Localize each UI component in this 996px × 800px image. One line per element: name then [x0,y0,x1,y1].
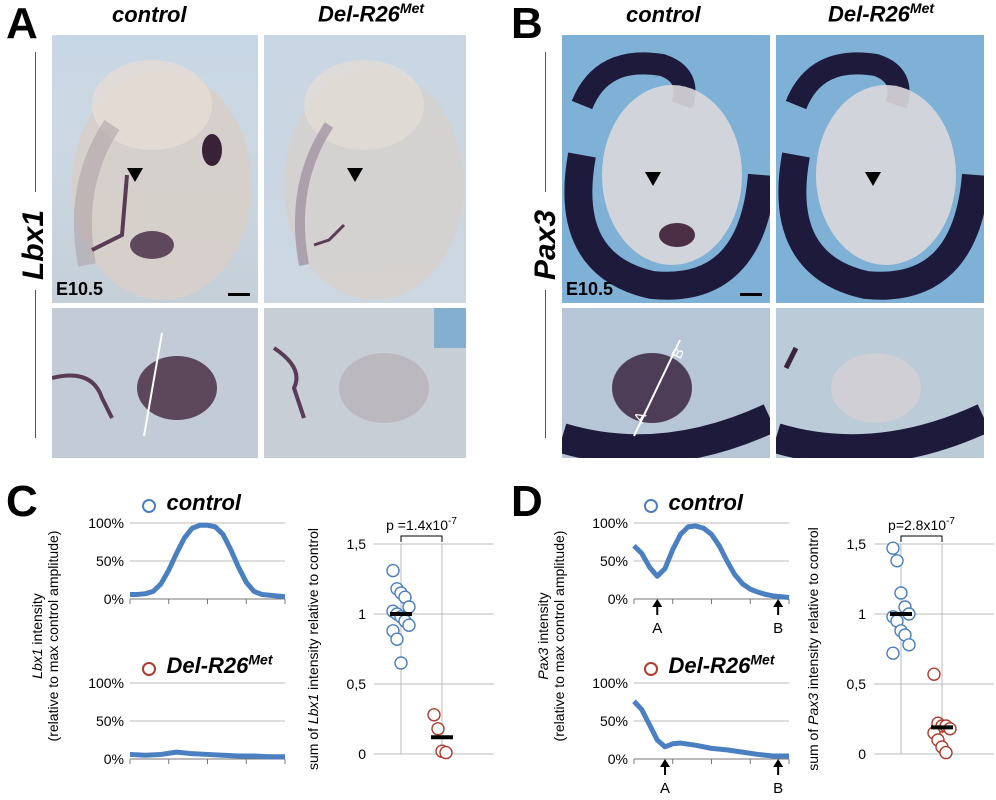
stage-label-b: E10.5 [566,279,614,299]
d-mutant-ytick-label: 50% [600,713,628,729]
line-charts-d: 100% 50% 0% 100% 50% 0% A B A B [592,515,790,795]
photo-a-mutant [264,35,466,303]
d-control-marker-a-label: A [652,620,662,637]
row-divider-a-top [35,52,36,192]
c-scatter-y-axis-label: sum of Lbx1 intensity relative to contro… [305,528,321,770]
d-scatter-point-mutant [939,745,953,760]
d-scatter-ytick-label: 0,5 [847,676,867,692]
c-scatter-point-mutant [439,745,453,760]
photo-b-mutant-zoom [776,308,984,458]
d-mutant-series-line [632,699,789,759]
c-control-ytick-label: 0% [104,591,124,607]
c-scatter-ytick-label: 1 [358,606,366,622]
c-scatter-ytick-label: 1,5 [347,536,367,552]
c-scatter-point-mutant [427,708,441,722]
line-charts-c: 100% 50% 0% 100% 50% 0% [88,515,286,767]
panel-letter-b: B [511,0,543,48]
d-scatter-ytick-label: 1,5 [847,536,867,552]
c-mutant-ytick-label: 50% [96,713,124,729]
c-scatter-ytick-label: 0 [358,746,366,762]
d-scatter-point-control [886,646,900,660]
c-mutant-ytick-label: 100% [88,675,124,691]
photo-a-control: E10.5 [52,35,258,303]
d-control-series-line [632,523,790,600]
legend-marker-mutant-d [644,662,658,677]
photo-a-control-zoom [52,308,258,458]
d-scatter-point-control [894,586,908,600]
d-mutant-ytick-label: 100% [592,675,628,691]
row-divider-b-top [545,52,546,192]
scale-bar-a [228,293,250,296]
c-scatter-point-control [390,632,404,646]
c-mutant-series-line [129,749,285,760]
y-axis-label-c: Lbx1 intensity (relative to max control … [29,530,61,742]
c-scatter-point-control [402,618,416,632]
column-title-control-a: control [112,2,187,27]
c-scatter-p-value: p =1.4x10-7 [386,516,457,533]
d-scatter-point-control [902,638,916,652]
legend-marker-control-c [142,498,156,513]
c-scatter-point-control [394,656,408,670]
d-mutant-marker-a-label: A [660,780,670,795]
d-scatter-ytick-label: 1 [858,606,866,622]
c-control-ytick-label: 100% [88,515,124,531]
c-control-ytick-label: 50% [96,553,124,569]
d-scatter-point-control [886,541,900,555]
d-scatter-y-axis-label: sum of Pax3 intensity relative to contro… [805,527,821,770]
d-mutant-marker-b-head [773,759,784,767]
d-control-marker-b-head [773,599,784,607]
panel-letter-a: A [6,0,38,48]
c-scatter-point-mutant [431,722,445,736]
photo-b-control-zoom: A B [562,308,770,458]
c-control-series-line [130,522,286,600]
photo-b-mutant [776,35,984,303]
d-control-ytick-label: 100% [592,515,628,531]
scatter-chart-c: sum of Lbx1 intensity relative to contro… [305,516,494,770]
d-control-marker-a-head [652,599,663,607]
gene-label-lbx1: Lbx1 [17,209,50,281]
d-scatter-point-control [890,554,904,568]
panel-letter-d: D [511,477,543,526]
c-mutant-ytick-label: 0% [104,751,124,767]
d-mutant-ytick-label: 0% [608,751,628,767]
y-axis-label-d: Pax3 intensity (relative to max control … [535,530,567,742]
d-control-marker-b-label: B [773,620,783,637]
photo-b-control: E10.5 [562,35,770,303]
row-divider-a-bottom [35,290,36,438]
legend-marker-control-d [644,498,658,513]
d-control-ytick-label: 0% [608,591,628,607]
d-scatter-ytick-label: 0 [858,746,866,762]
d-control-ytick-label: 50% [600,553,628,569]
column-title-mutant-a: Del-R26Met [318,0,425,27]
column-title-control-b: control [626,2,701,27]
scale-bar-b [740,293,762,296]
column-title-mutant-b: Del-R26Met [828,0,935,27]
d-scatter-significance-bracket [900,535,943,542]
c-scatter-point-control [386,563,400,578]
c-scatter-ytick-label: 0,5 [347,676,367,692]
legend-control-d: control [644,490,743,516]
legend-mutant-d: Del-R26Met [644,652,775,679]
gene-label-pax3: Pax3 [529,209,562,281]
legend-control-c: control [142,490,241,516]
panel-letter-c: C [6,477,38,526]
d-scatter-point-mutant [927,667,941,681]
legend-mutant-c: Del-R26Met [142,652,273,679]
c-scatter-significance-bracket [400,535,443,542]
stage-label-a: E10.5 [56,279,104,299]
c-scatter-point-control [402,600,416,614]
row-divider-b-bottom [545,290,546,438]
d-mutant-marker-b-label: B [773,780,783,795]
legend-marker-mutant-c [142,662,156,677]
d-mutant-marker-a-head [660,759,670,767]
photo-a-mutant-zoom [264,308,466,458]
scatter-chart-d: sum of Pax3 intensity relative to contro… [805,516,994,770]
d-scatter-p-value: p=2.8x10-7 [888,516,955,533]
